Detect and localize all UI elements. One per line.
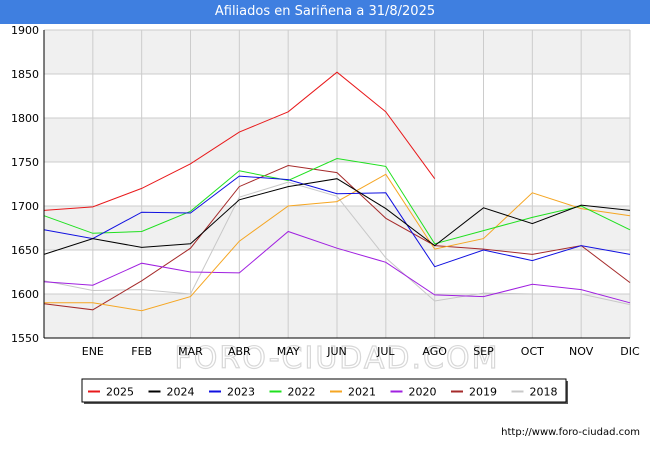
y-tick-label: 1550 [11,332,39,345]
y-tick-label: 1600 [11,288,39,301]
watermark-layer: FORO-CIUDAD.COM [174,340,500,376]
footer-url: http://www.foro-ciudad.com [501,427,640,438]
series-layer [43,71,631,312]
legend-label-2021: 2021 [348,386,376,399]
legend-box [81,378,567,403]
y-tick-label: 1800 [11,112,39,125]
x-tick-label: DIC [620,345,640,358]
x-tick-label: NOV [569,345,594,358]
x-tick-label: ABR [228,345,251,358]
x-tick-label: MAY [277,345,300,358]
x-tick-label: ENE [82,345,104,358]
x-tick-label: FEB [131,345,152,358]
y-tick-label: 1650 [11,244,39,257]
y-tick-label: 1700 [11,200,39,213]
x-tick-label: JUN [326,345,347,358]
title-bar: Afiliados en Sariñena a 31/8/2025 [0,0,650,24]
legend-label-2025: 2025 [106,386,134,399]
series-line-2024 [43,178,631,255]
legend-label-2024: 2024 [167,386,195,399]
series-line-2019 [43,164,631,311]
watermark: FORO-CIUDAD.COM [175,341,500,376]
legend-label-2022: 2022 [288,386,316,399]
series-line-2021 [44,173,631,312]
series-line-2022 [43,157,631,245]
y-tick-label: 1750 [11,156,39,169]
chart-title: Afiliados en Sariñena a 31/8/2025 [214,4,436,19]
legend: 2025 2024 2023 2022 2021 2020 2019 2018 [81,378,568,404]
axis-layer: 1550 1600 1650 1700 1750 1800 1850 1900 ENE FEB MA… [11,24,640,358]
y-tick-label: 1900 [11,24,39,37]
series-line-2025 [43,71,436,211]
x-tick-label: AGO [422,345,447,358]
legend-label-2019: 2019 [469,386,497,399]
series-line-2023 [43,175,631,268]
x-tick-label: JUL [376,345,395,358]
x-tick-label: MAR [178,345,203,358]
x-tick-label: OCT [521,345,544,358]
legend-label-2023: 2023 [227,386,255,399]
series-line-2018 [43,181,631,306]
series-line-2020 [43,230,631,304]
x-tick-label: SEP [473,345,494,358]
y-tick-label: 1850 [11,68,39,81]
legend-label-2020: 2020 [409,386,437,399]
grid-layer [44,29,631,339]
legend-label-2018: 2018 [530,386,558,399]
